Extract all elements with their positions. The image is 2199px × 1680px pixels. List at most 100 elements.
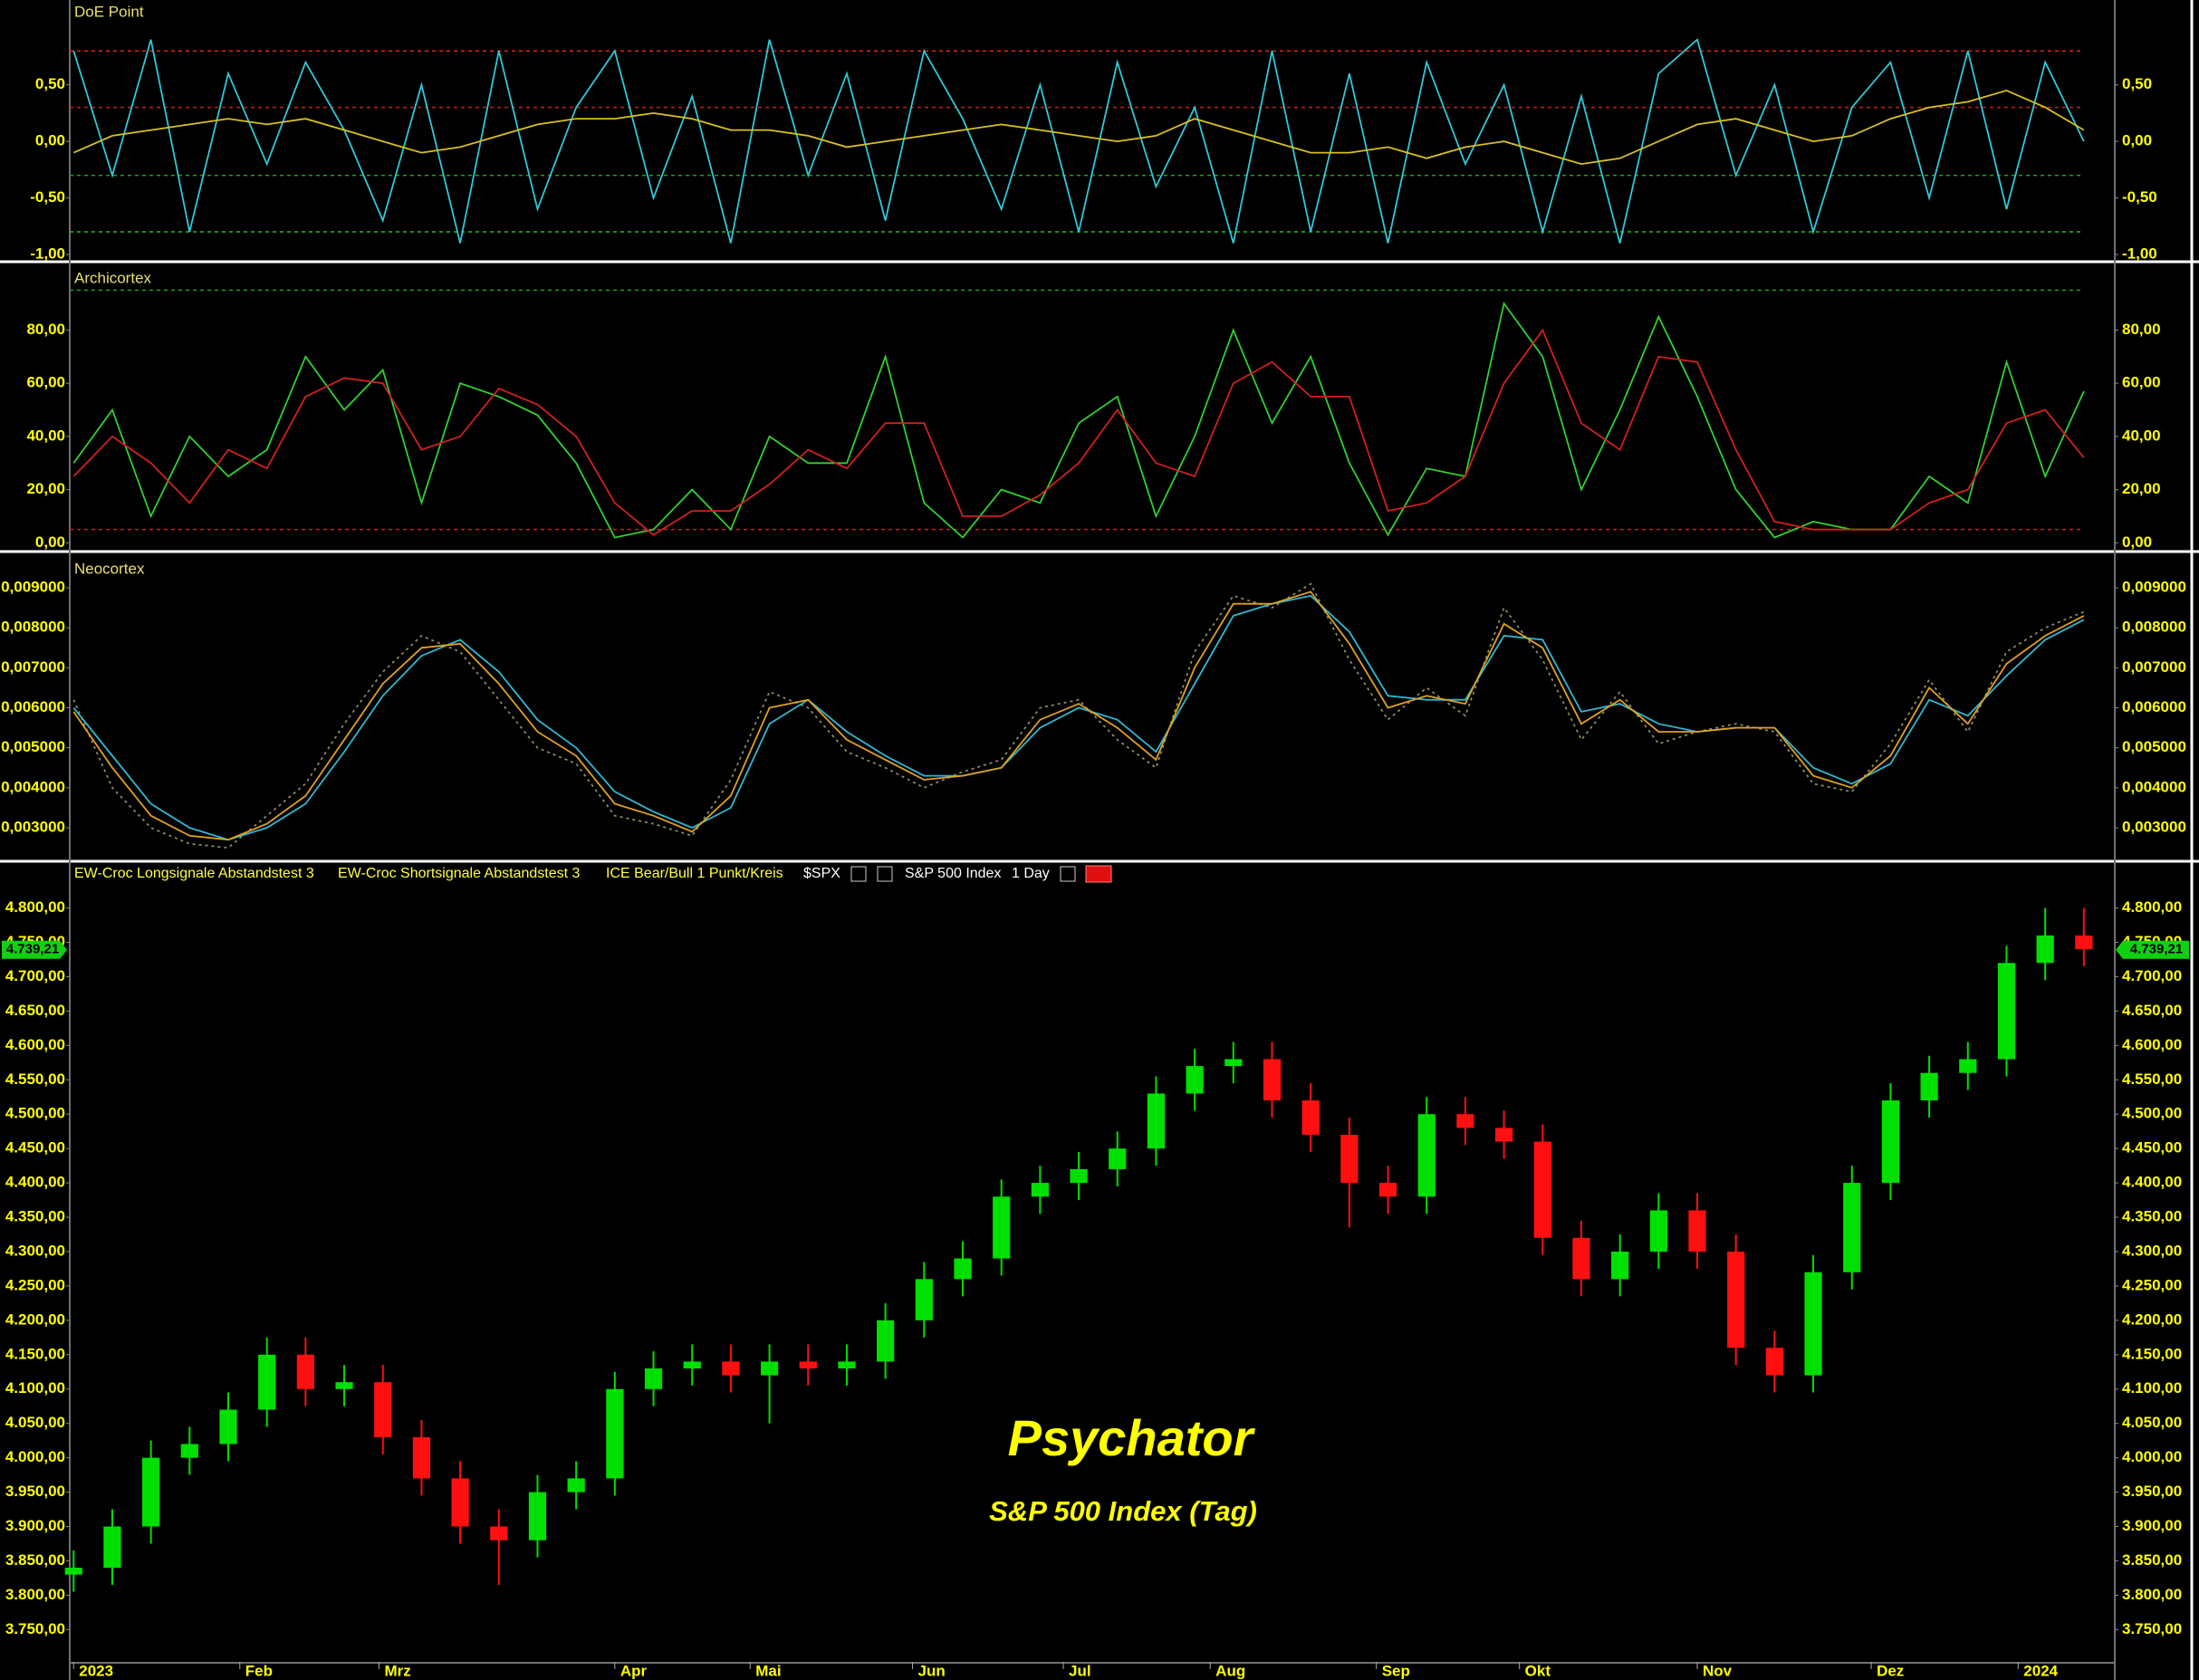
y-tick-label: 80,00 [26,321,65,338]
y-tick-label: 4.050,00 [5,1414,65,1431]
y-tick-label: 0,50 [35,75,65,92]
y-tick-label: 4.650,00 [2122,1002,2182,1019]
candle-body [180,1444,198,1458]
x-tick-label: Mai [755,1662,781,1679]
x-tick-label: Jun [918,1662,946,1679]
y-tick-label: 4.150,00 [5,1345,65,1362]
y-tick-label: 0,003000 [1,818,65,835]
dropdown[interactable] [1060,866,1076,882]
y-tick-label: 4.700,00 [2122,967,2182,984]
y-tick-label: 4.500,00 [2122,1105,2182,1122]
candle-body [1263,1059,1282,1101]
candle-body [1109,1148,1127,1169]
y-tick-label: 60,00 [2122,374,2161,391]
candle-body [799,1361,817,1368]
panel: Neocortex 0,003000 0,003000 0,004000 0,00400… [1,560,2186,850]
y-tick-label: 3.800,00 [5,1586,65,1603]
dropdown[interactable] [877,866,893,882]
interval: 1 Day [1012,866,1050,881]
panel: DoE Point -1,00 -1,00 -0,50 -0,50 0,00 0,00 0,5… [30,3,2157,262]
candle-body [335,1382,353,1389]
legend-item: EW-Croc Shortsignale Abstandstest 3 [338,866,580,881]
symbol: $SPX [803,866,840,881]
candle-body [683,1361,701,1368]
y-tick-label: 0,004000 [1,778,65,795]
y-tick-label: 3.900,00 [2122,1517,2182,1534]
candle-body [296,1354,314,1389]
y-tick-label: 40,00 [2122,427,2161,444]
y-tick-label: 4.000,00 [2122,1448,2182,1465]
candle-body [1186,1066,1204,1094]
y-tick-label: 4.600,00 [2122,1036,2182,1053]
y-tick-label: 3.950,00 [2122,1483,2182,1500]
candle-body [567,1478,585,1493]
y-tick-label: 0,006000 [1,698,65,715]
y-tick-label: -1,00 [2122,245,2157,262]
legend-item: ICE Bear/Bull 1 Punkt/Kreis [606,866,783,881]
candle-body [1804,1272,1822,1376]
candle-body [1224,1059,1243,1067]
y-tick-label: 0,50 [2122,75,2152,92]
last-price-label: 4.739,21 [2130,942,2183,957]
panel: Archicortex 0,00 0,00 20,00 20,00 40,00 40,00 6… [26,269,2160,550]
last-price-label: 4.739,21 [6,942,59,957]
legend-item: EW-Croc Longsignale Abstandstest 3 [74,866,314,881]
y-tick-label: 4.550,00 [2122,1070,2182,1088]
y-tick-label: 0,00 [2122,132,2152,149]
y-tick-label: -0,50 [30,188,65,206]
y-tick-label: 4.350,00 [2122,1208,2182,1225]
series-line [72,38,2085,244]
y-tick-label: 3.750,00 [2122,1620,2182,1637]
y-tick-label: 40,00 [26,427,65,444]
candle-body [838,1361,856,1368]
candle-body [64,1568,82,1575]
record-button[interactable] [1085,865,1112,883]
y-tick-label: 4.800,00 [5,898,65,916]
y-tick-label: 4.150,00 [2122,1345,2182,1362]
y-tick-label: 4.600,00 [5,1036,65,1053]
candle-body [1031,1183,1049,1197]
dropdown[interactable] [850,866,867,882]
candle-body [915,1279,933,1320]
candle-body [1727,1251,1745,1349]
y-tick-label: 0,007000 [2122,658,2186,676]
x-tick-label: Dez [1877,1662,1904,1679]
y-tick-label: 0,004000 [2122,778,2186,795]
candle-body [644,1368,663,1389]
candle-body [1688,1210,1706,1252]
candle-body [877,1320,895,1362]
candle-body [219,1409,237,1445]
legend: EW-Croc Longsignale Abstandstest 3 EW-Cr… [74,865,1112,883]
candle-body [1301,1100,1320,1135]
candle-body [1649,1210,1667,1252]
y-tick-label: 4.500,00 [5,1105,65,1122]
candle-body [412,1436,431,1479]
y-tick-label: 4.300,00 [5,1242,65,1259]
y-tick-label: 4.650,00 [5,1002,65,1019]
y-tick-label: 0,00 [2122,533,2152,551]
panel-title: DoE Point [74,3,144,20]
y-tick-label: 4.450,00 [2122,1139,2182,1157]
candle-body [1843,1183,1861,1272]
candle-body [1417,1114,1436,1197]
series-line [72,590,2085,841]
watermark-subtitle: S&P 500 Index (Tag) [989,1495,1257,1527]
y-tick-label: 3.850,00 [5,1551,65,1569]
y-tick-label: 4.100,00 [2122,1379,2182,1397]
y-tick-label: 4.300,00 [2122,1242,2182,1259]
candle-body [1494,1128,1513,1142]
y-tick-label: 3.850,00 [2122,1551,2182,1569]
candle-body [528,1492,547,1541]
candle-body [1959,1059,1977,1073]
candle-body [1765,1348,1783,1376]
y-tick-label: 4.200,00 [5,1310,65,1328]
x-tick-label: Jul [1069,1662,1091,1679]
x-tick-label: Aug [1215,1662,1245,1679]
candle-body [258,1354,276,1410]
candle-body [451,1478,469,1527]
candle-body [1533,1141,1551,1238]
candle-body [2036,935,2054,964]
candle-body [1920,1072,1938,1101]
